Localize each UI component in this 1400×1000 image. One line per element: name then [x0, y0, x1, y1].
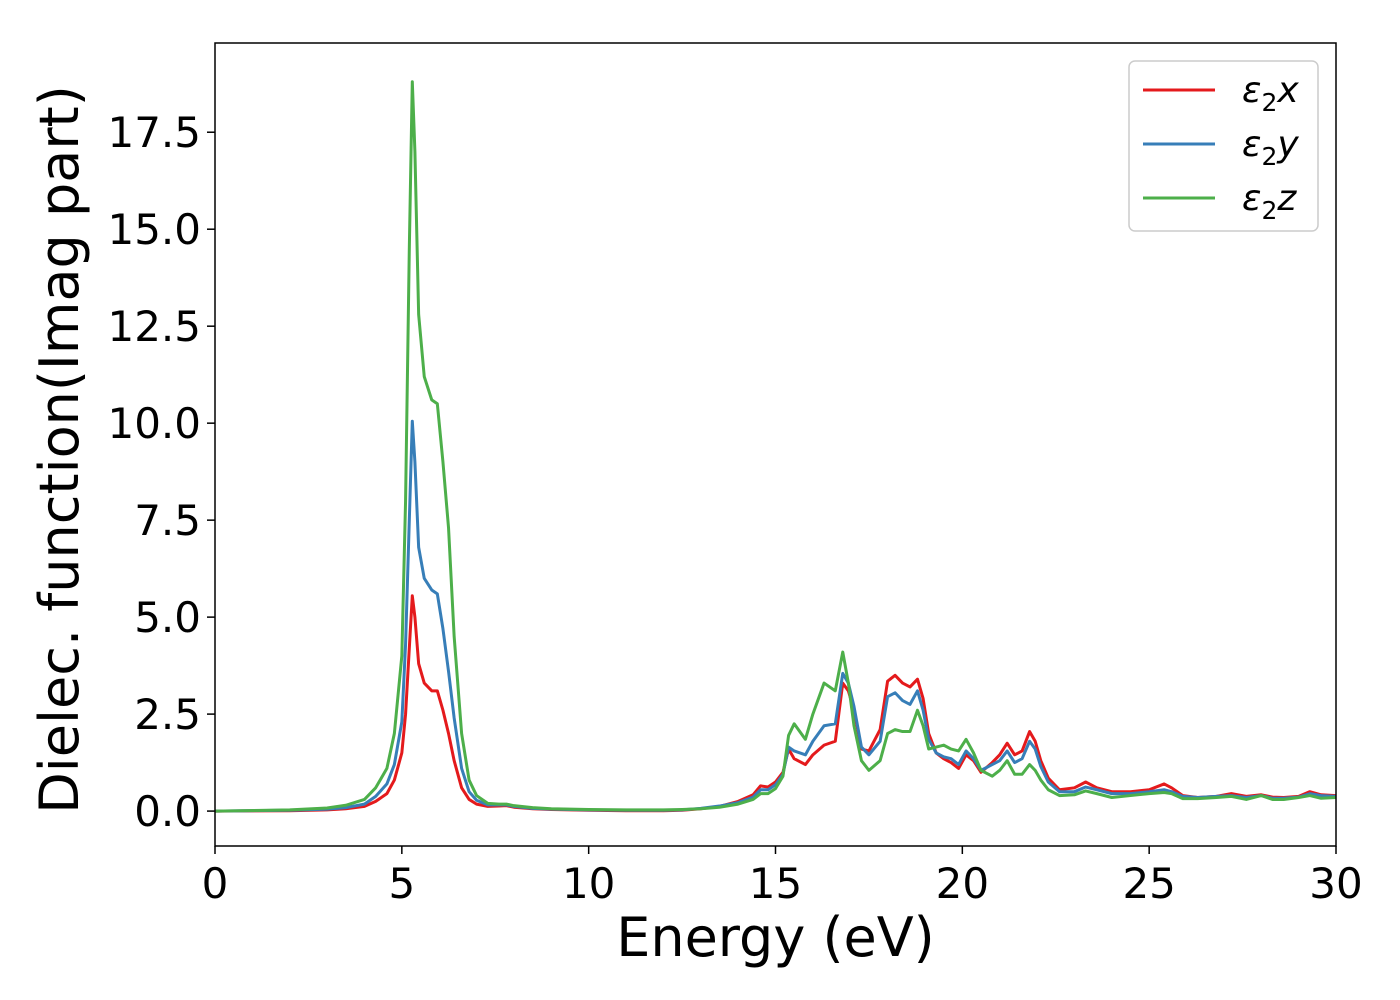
y-tick-label: 10.0: [107, 399, 201, 448]
x-axis-label: Energy (eV): [616, 906, 935, 969]
legend-label-y: ε2y: [1242, 124, 1299, 171]
legend-label-subscript: 2: [1261, 196, 1277, 225]
y-tick-label: 17.5: [107, 108, 201, 157]
x-tick-label: 25: [1122, 859, 1175, 908]
x-tick-label: 15: [749, 859, 802, 908]
legend-label-base: ε: [1242, 124, 1261, 165]
legend-label-x: ε2x: [1242, 70, 1299, 117]
series-line-x: [215, 594, 1336, 813]
series-line-z: [215, 80, 1336, 813]
y-tick-label: 2.5: [134, 690, 201, 739]
y-axis-label: Dielec. function(Imag part): [28, 85, 91, 814]
series-line-y: [215, 419, 1336, 813]
y-tick-label: 12.5: [107, 302, 201, 351]
x-tick-label: 20: [936, 859, 989, 908]
x-axis-ticks: 0 5 10 15 20 25 30: [202, 846, 1363, 908]
y-axis-ticks: 0.0 2.5 5.0 7.5 10.0 12.5 15.0 17.5: [107, 108, 215, 836]
x-tick-label: 30: [1309, 859, 1362, 908]
y-tick-label: 0.0: [134, 787, 201, 836]
y-tick-label: 15.0: [107, 205, 201, 254]
legend-label-tail: x: [1276, 70, 1299, 111]
legend-label-z: ε2z: [1242, 178, 1297, 225]
legend-box: [1128, 60, 1319, 232]
legend-label-base: ε: [1242, 70, 1261, 111]
legend-label-tail: y: [1276, 124, 1299, 165]
x-tick-label: 5: [388, 859, 415, 908]
x-tick-label: 10: [562, 859, 615, 908]
plot-lines: [215, 80, 1336, 813]
y-tick-label: 5.0: [134, 593, 201, 642]
x-tick-label: 0: [202, 859, 229, 908]
legend-label-subscript: 2: [1261, 88, 1277, 117]
legend-label-tail: z: [1276, 178, 1297, 219]
y-tick-label: 7.5: [134, 496, 201, 545]
legend-label-subscript: 2: [1261, 142, 1277, 171]
legend-label-base: ε: [1242, 178, 1261, 219]
